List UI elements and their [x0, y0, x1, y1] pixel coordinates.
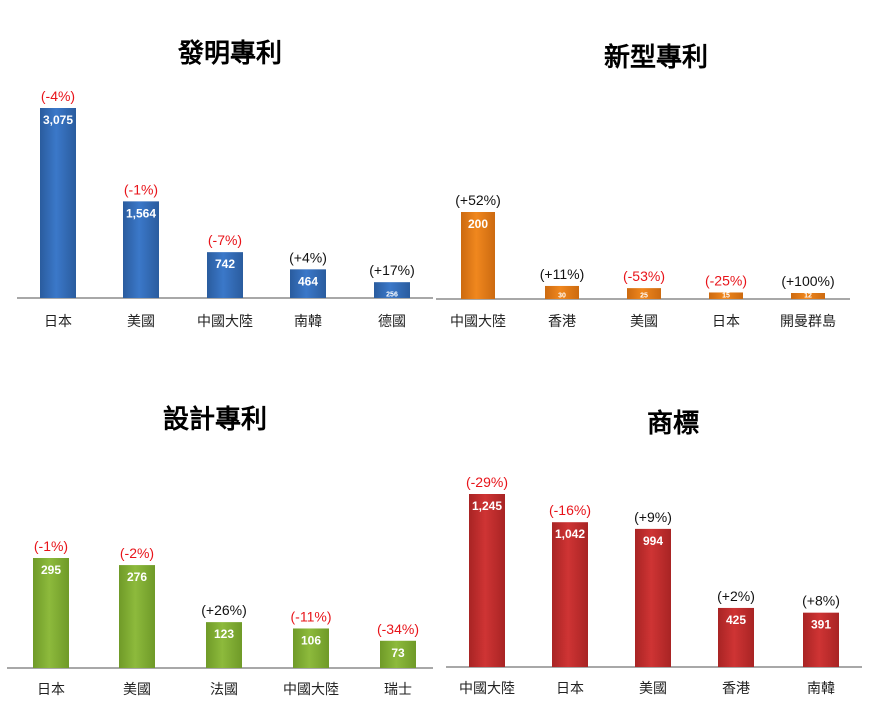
change-label: (-1%): [124, 181, 158, 197]
data-label: 25: [640, 293, 648, 300]
category-tick-label: 日本: [44, 314, 72, 330]
bar: [627, 288, 661, 299]
category-tick-label: 法國: [210, 682, 238, 698]
data-label: 1,564: [126, 206, 156, 220]
chart-title: 設計專利: [163, 404, 267, 435]
category-tick-label: 美國: [630, 314, 658, 330]
category-tick-label: 日本: [37, 682, 65, 698]
change-label: (-2%): [120, 545, 154, 561]
chart-3: 設計專利 295 (-1%) 日本 276 (-2%) 美國 123 (+26%) 法國 106 (-…: [7, 404, 433, 698]
category-tick-label: 日本: [712, 314, 740, 330]
chart-2: 新型專利 200 (+52%) 中國大陸 30 (+11%) 香港 25 (-53%) 美國 15 (…: [436, 42, 850, 330]
chart-title: 商標: [647, 408, 699, 439]
bar: [718, 607, 754, 667]
bar: [552, 522, 588, 667]
data-label: 1,042: [555, 527, 585, 541]
chart-4: 商標 1,245 (-29%) 中國大陸 1,042 (-16%) 日本 994 (+9%) 美國…: [446, 408, 862, 697]
data-label: 295: [41, 563, 61, 577]
category-tick-label: 美國: [123, 682, 151, 698]
category-tick-label: 南韓: [807, 681, 835, 697]
category-tick-label: 中國大陸: [197, 314, 253, 330]
data-label: 30: [558, 293, 566, 300]
data-label: 106: [301, 633, 321, 647]
chart-title: 新型專利: [604, 42, 708, 73]
bar: [709, 292, 743, 299]
change-label: (-25%): [705, 272, 747, 288]
category-tick-label: 美國: [127, 314, 155, 330]
data-label: 425: [726, 613, 746, 627]
data-label: 464: [298, 274, 318, 288]
category-tick-label: 香港: [548, 314, 576, 330]
category-tick-label: 中國大陸: [450, 314, 506, 330]
change-label: (-11%): [291, 608, 332, 624]
bar: [461, 212, 495, 299]
category-tick-label: 德國: [378, 314, 406, 330]
data-label: 256: [386, 292, 398, 299]
bar: [469, 494, 505, 667]
category-tick-label: 中國大陸: [459, 681, 515, 697]
data-label: 276: [127, 570, 147, 584]
chart-1: 發明專利 3,075 (-4%) 日本 1,564 (-1%) 美國 742 (-7%) 中國大陸…: [17, 39, 433, 330]
change-label: (-4%): [41, 88, 75, 104]
category-tick-label: 香港: [722, 681, 750, 697]
change-label: (+9%): [634, 509, 672, 525]
change-label: (+2%): [717, 588, 755, 604]
bar: [791, 293, 825, 299]
bar: [374, 282, 410, 298]
bar: [635, 528, 671, 667]
bar: [207, 252, 243, 298]
data-label: 73: [391, 646, 405, 660]
bar: [803, 612, 839, 667]
change-label: (-16%): [549, 502, 591, 518]
bar: [380, 640, 416, 668]
bar: [290, 269, 326, 298]
bar: [206, 622, 242, 668]
bar: [33, 558, 69, 668]
data-label: 994: [643, 534, 663, 548]
bar: [119, 565, 155, 668]
data-label: 200: [468, 217, 488, 231]
change-label: (+17%): [369, 262, 415, 278]
change-label: (+11%): [540, 266, 584, 282]
change-label: (-34%): [377, 621, 419, 637]
change-label: (-1%): [34, 538, 68, 554]
category-tick-label: 瑞士: [384, 682, 412, 698]
bar: [293, 628, 329, 668]
category-tick-label: 日本: [556, 681, 584, 697]
change-label: (-7%): [208, 232, 242, 248]
data-label: 742: [215, 257, 235, 271]
change-label: (-29%): [466, 474, 508, 490]
category-tick-label: 美國: [639, 681, 667, 697]
data-label: 12: [804, 293, 812, 300]
change-label: (-53%): [623, 268, 665, 284]
change-label: (+52%): [455, 192, 501, 208]
bar: [545, 285, 579, 299]
bar: [123, 201, 159, 298]
change-label: (+8%): [802, 593, 840, 609]
data-label: 1,245: [472, 499, 502, 513]
bar: [40, 108, 76, 298]
chart-title: 發明專利: [177, 39, 282, 69]
data-label: 123: [214, 627, 234, 641]
category-tick-label: 中國大陸: [283, 682, 339, 698]
category-tick-label: 南韓: [294, 314, 322, 330]
data-label: 15: [722, 293, 730, 300]
data-label: 391: [811, 618, 831, 632]
change-label: (+100%): [781, 273, 834, 289]
category-tick-label: 開曼群島: [780, 314, 836, 330]
change-label: (+4%): [289, 249, 327, 265]
data-label: 3,075: [43, 113, 73, 127]
change-label: (+26%): [201, 602, 247, 618]
